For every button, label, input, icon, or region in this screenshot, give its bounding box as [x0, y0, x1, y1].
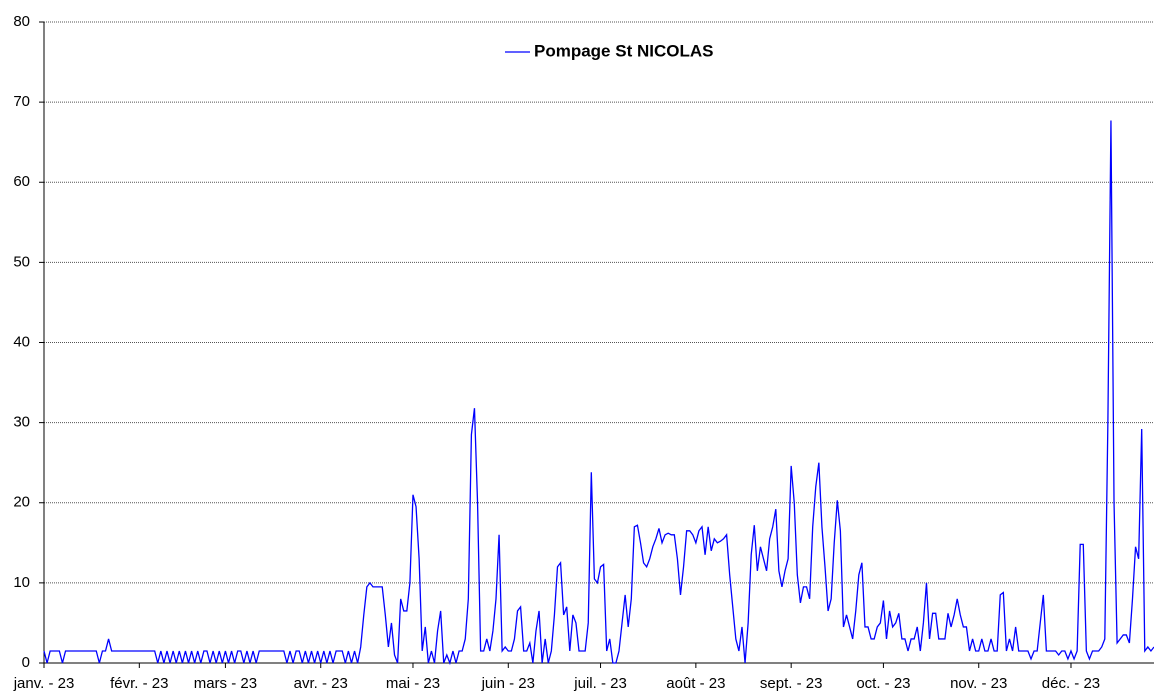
x-tick-label: janv. - 23 [13, 675, 75, 692]
x-tick-label: août - 23 [666, 675, 725, 692]
data-line [43, 120, 1154, 666]
y-tick-label: 10 [13, 574, 30, 591]
y-tick-label: 60 [13, 173, 30, 190]
y-tick-label: 50 [13, 253, 30, 270]
x-tick-label: avr. - 23 [294, 675, 348, 692]
y-tick-label: 80 [13, 13, 30, 30]
x-tick-label: juin - 23 [481, 675, 535, 692]
y-tick-label: 0 [22, 654, 30, 671]
x-tick-label: mai - 23 [386, 675, 440, 692]
y-tick-label: 20 [13, 494, 30, 511]
x-tick-label: nov. - 23 [950, 675, 1007, 692]
legend-label: Pompage St NICOLAS [534, 41, 713, 60]
x-tick-label: déc. - 23 [1042, 675, 1100, 692]
x-tick-label: févr. - 23 [110, 675, 168, 692]
x-tick-label: juil. - 23 [573, 675, 627, 692]
x-tick-label: oct. - 23 [856, 675, 910, 692]
x-tick-label: mars - 23 [194, 675, 257, 692]
y-tick-label: 30 [13, 414, 30, 431]
y-tick-label: 70 [13, 93, 30, 110]
x-tick-label: sept. - 23 [760, 675, 823, 692]
y-tick-label: 40 [13, 333, 30, 350]
